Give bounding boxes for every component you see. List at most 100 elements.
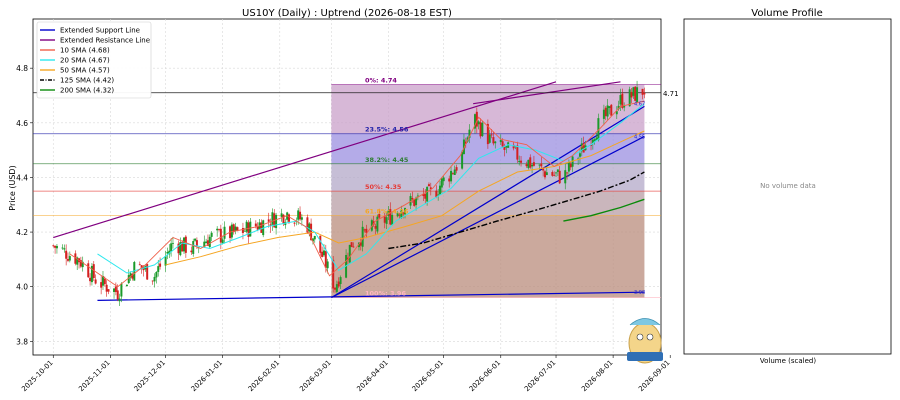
x-tick-label: 2026-07-01 — [523, 359, 557, 393]
candle-body — [113, 288, 116, 292]
candle-body — [208, 236, 211, 247]
candle-body — [267, 219, 270, 222]
candle-body — [623, 106, 626, 108]
candle-body — [481, 122, 484, 136]
candle-body — [118, 298, 121, 302]
candle-body — [350, 242, 353, 247]
candle-body — [249, 221, 252, 237]
candle-body — [516, 145, 519, 160]
candle-body — [203, 241, 206, 248]
candle-body — [488, 134, 491, 143]
candle-body — [308, 223, 311, 232]
candle-body — [166, 251, 169, 254]
candle-body — [236, 227, 239, 231]
candle-body — [643, 93, 646, 95]
candle-body — [79, 260, 82, 267]
candle-body — [363, 229, 366, 231]
x-tick-label: 2026-03-01 — [298, 359, 332, 393]
candle-body — [232, 224, 235, 233]
candle-body — [365, 228, 368, 233]
x-tick-label: 2025-11-01 — [77, 359, 111, 393]
candle-body — [556, 169, 559, 172]
candle-body — [92, 264, 95, 279]
sma125-line — [388, 171, 645, 250]
support-line — [331, 105, 645, 299]
candle-body — [468, 129, 471, 138]
candle-body — [194, 238, 197, 241]
legend-label: 50 SMA (4.57) — [60, 67, 110, 75]
candle-body — [492, 137, 495, 144]
candle-body — [65, 250, 68, 259]
candle-body — [477, 121, 480, 125]
candle-body — [378, 213, 381, 218]
candle-body — [52, 245, 55, 247]
candle-body — [127, 275, 130, 284]
candle-body — [359, 242, 362, 246]
candle-body — [621, 93, 624, 108]
candle-body — [190, 250, 193, 253]
candle-body — [324, 251, 327, 268]
candle-body — [87, 263, 90, 278]
candle-body — [195, 240, 198, 246]
candle-body — [168, 250, 171, 255]
candle-body — [558, 170, 561, 184]
candle-body — [94, 279, 97, 284]
resistance-line — [53, 81, 557, 239]
candle-body — [357, 242, 360, 248]
candle-body — [234, 226, 237, 231]
candle-body — [322, 250, 325, 256]
candle-body — [348, 244, 351, 263]
chart-title: US10Y (Daily) : Uptrend (2026-08-18 EST) — [242, 8, 452, 19]
candle-body — [223, 226, 226, 239]
candle-body — [179, 242, 182, 256]
mascot-logo — [627, 318, 663, 364]
candle-body — [435, 190, 438, 198]
trend-lines — [33, 81, 661, 301]
candle-body — [326, 261, 329, 269]
x-tick-label: 2025-12-01 — [133, 359, 167, 393]
legend-label: 20 SMA (4.67) — [60, 57, 110, 65]
candle-body — [580, 143, 583, 152]
candle-body — [424, 193, 427, 199]
candle-body — [306, 217, 309, 233]
candle-body — [555, 172, 558, 174]
candle-body — [269, 224, 272, 227]
candle-body — [142, 267, 145, 271]
candle-body — [192, 241, 195, 254]
candle-body — [221, 239, 224, 244]
candle-body — [256, 226, 259, 230]
sma50-line — [165, 130, 645, 266]
candle-body — [385, 217, 388, 224]
candle-body — [429, 187, 432, 190]
right-value-label: 4.55 — [634, 134, 645, 140]
candle-body — [210, 232, 213, 237]
candle-body — [499, 139, 502, 143]
candle-body — [475, 111, 478, 127]
x-tick-label: 2026-08-01 — [580, 359, 614, 393]
candle-body — [153, 276, 156, 282]
candle-body — [68, 256, 71, 261]
candle-body — [260, 222, 263, 233]
candle-body — [90, 265, 93, 283]
candle-body — [361, 226, 364, 247]
candle-body — [439, 185, 442, 195]
candle-body — [271, 212, 274, 225]
candle-body — [520, 160, 523, 163]
candle-body — [437, 194, 440, 196]
fib-label: 38.2%: 4.45 — [365, 156, 409, 164]
candle-body — [155, 271, 158, 278]
candle-body — [529, 157, 532, 168]
candle-body — [275, 214, 278, 229]
candle-body — [159, 263, 162, 267]
candle-body — [527, 159, 530, 169]
candle-body — [525, 164, 528, 167]
fib-label: 0%: 4.74 — [365, 77, 397, 85]
candle-body — [129, 273, 132, 278]
candle-body — [61, 247, 64, 249]
candle-body — [512, 144, 515, 149]
plot-area-border — [32, 18, 662, 356]
candle-body — [151, 280, 154, 282]
candle-body — [593, 139, 596, 142]
candle-body — [216, 228, 219, 231]
